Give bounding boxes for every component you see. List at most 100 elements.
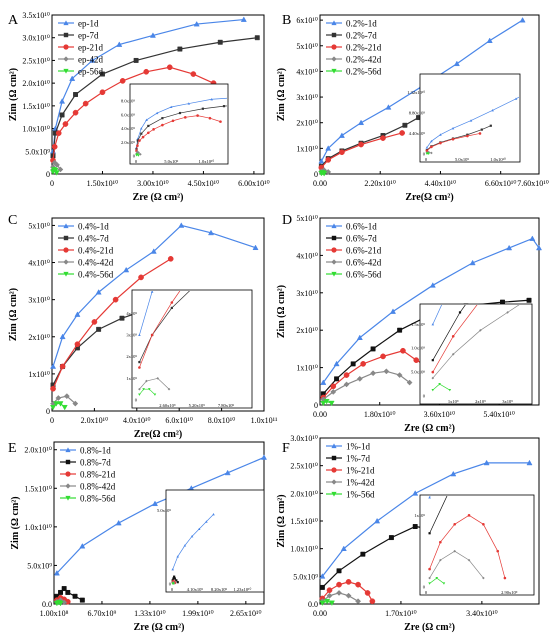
inset-data-point bbox=[138, 393, 141, 396]
inset-data-point bbox=[458, 311, 462, 314]
data-point bbox=[370, 346, 376, 352]
inset-data-point bbox=[439, 141, 442, 145]
y-tick-label: 2.5x10¹⁰ bbox=[22, 56, 50, 65]
y-tick-label: 1.0x10¹⁰ bbox=[24, 523, 52, 532]
inset-y-tick-label: 1x10⁹ bbox=[414, 513, 425, 518]
data-point bbox=[149, 32, 156, 38]
series-0.6%-21d bbox=[320, 347, 433, 401]
inset-data-point bbox=[439, 540, 442, 544]
inset-data-point bbox=[439, 558, 442, 562]
legend-entry: 0.4%-7d bbox=[58, 234, 109, 244]
data-point bbox=[336, 581, 342, 588]
inset-series bbox=[425, 96, 519, 156]
data-point bbox=[240, 16, 247, 22]
legend-label: 0.4%-56d bbox=[78, 270, 114, 280]
x-axis-label: Zre(Ω cm²) bbox=[405, 192, 453, 203]
inset-y-tick-label: 4x10⁹ bbox=[126, 311, 137, 316]
x-tick-label: 2.65x10¹⁰ bbox=[230, 609, 262, 618]
legend-marker bbox=[63, 259, 69, 265]
data-point bbox=[374, 517, 381, 524]
legend-marker bbox=[331, 271, 337, 277]
inset-data-point bbox=[171, 119, 175, 123]
inset-data-point bbox=[435, 577, 439, 580]
series-0.6%-42d bbox=[320, 368, 413, 403]
legend-marker bbox=[331, 467, 337, 473]
data-point bbox=[89, 57, 96, 63]
data-point bbox=[340, 545, 347, 551]
inset-data-point bbox=[454, 478, 456, 480]
inset-data-point bbox=[139, 127, 143, 130]
inset: 1x10⁹ 2x10⁹ 3x10⁹ 0 5.0x10⁸ 1.0x10⁹ 1.5x10⁹ bbox=[411, 263, 533, 405]
y-tick-label: 2.0x10¹⁰ bbox=[22, 79, 50, 88]
inset-data-point bbox=[430, 145, 433, 149]
inset-data-point bbox=[428, 567, 431, 571]
data-point bbox=[370, 370, 377, 377]
legend-marker bbox=[65, 447, 71, 453]
data-point bbox=[318, 158, 325, 164]
data-point bbox=[58, 589, 63, 595]
inset-frame bbox=[419, 73, 521, 163]
inset-data-point bbox=[479, 299, 482, 302]
data-point bbox=[99, 89, 106, 96]
legend-label: 0.8%-42d bbox=[80, 482, 116, 492]
y-tick-label: 0 bbox=[46, 407, 50, 416]
y-tick-label: 2.0x10¹⁰ bbox=[24, 446, 52, 455]
x-tick-label: 2.20x10¹⁰ bbox=[364, 179, 396, 188]
series-0.4%-21d bbox=[50, 256, 174, 392]
inset-data-point bbox=[235, 96, 238, 98]
inset-data-point bbox=[145, 379, 148, 383]
inset-x-tick-label: 7.80x10⁹ bbox=[218, 403, 235, 408]
x-tick-label: 6.0x10¹⁰ bbox=[165, 416, 193, 425]
inset-x-tick-label: 0 bbox=[135, 159, 138, 164]
series-line bbox=[52, 395, 76, 405]
legend-label: 0.4%-1d bbox=[78, 222, 109, 232]
inset-frame bbox=[419, 303, 533, 405]
data-point bbox=[358, 141, 364, 148]
legend-marker bbox=[331, 455, 337, 461]
data-point bbox=[406, 379, 413, 386]
inset-data-point bbox=[169, 105, 173, 109]
inset-data-point bbox=[430, 139, 433, 143]
inset-data-point bbox=[136, 144, 139, 147]
inset-series bbox=[138, 193, 238, 396]
inset-data-point bbox=[219, 120, 222, 123]
inset-data-point bbox=[235, 193, 238, 195]
inset-data-point bbox=[138, 366, 141, 369]
inset-data-point bbox=[479, 329, 482, 332]
inset-x-tick-label: 5.20x10⁹ bbox=[189, 403, 206, 408]
inset-data-point bbox=[153, 393, 157, 396]
legend-marker bbox=[331, 491, 337, 497]
data-point bbox=[345, 579, 352, 585]
y-tick-label: 0 bbox=[314, 401, 318, 410]
inset-data-point bbox=[161, 123, 164, 127]
inset-data-point bbox=[532, 371, 534, 373]
legend-entry: 1%-21d bbox=[326, 466, 375, 476]
inset-data-point bbox=[513, 263, 516, 266]
inset-data-point bbox=[139, 152, 142, 156]
y-tick-label: 3.5x10¹⁰ bbox=[22, 11, 50, 20]
data-point bbox=[369, 598, 376, 605]
data-point bbox=[119, 78, 126, 84]
legend-entry: 1%-42d bbox=[326, 478, 375, 488]
x-tick-label: 0.00 bbox=[313, 609, 327, 618]
legend-marker bbox=[331, 235, 337, 241]
inset-data-point bbox=[453, 549, 456, 553]
x-tick-label: 1.99x10¹⁰ bbox=[182, 609, 214, 618]
data-point bbox=[59, 333, 66, 340]
legend-label: ep-56d bbox=[78, 67, 103, 77]
inset-y-tick-label: 4.0x10⁹ bbox=[121, 126, 135, 131]
data-point bbox=[53, 170, 60, 176]
data-point bbox=[190, 71, 197, 77]
data-point bbox=[334, 376, 340, 382]
data-point bbox=[364, 590, 371, 596]
data-point bbox=[59, 98, 66, 104]
legend-label: 0.2%-1d bbox=[346, 19, 377, 29]
series-1%-21d bbox=[319, 579, 376, 605]
data-point bbox=[65, 589, 71, 595]
data-point bbox=[380, 135, 386, 141]
data-point bbox=[450, 470, 457, 477]
inset-data-point bbox=[138, 333, 141, 337]
y-tick-label: 1.5x10¹⁰ bbox=[24, 484, 52, 493]
inset-y-tick-label: 2x10⁹ bbox=[126, 354, 137, 359]
